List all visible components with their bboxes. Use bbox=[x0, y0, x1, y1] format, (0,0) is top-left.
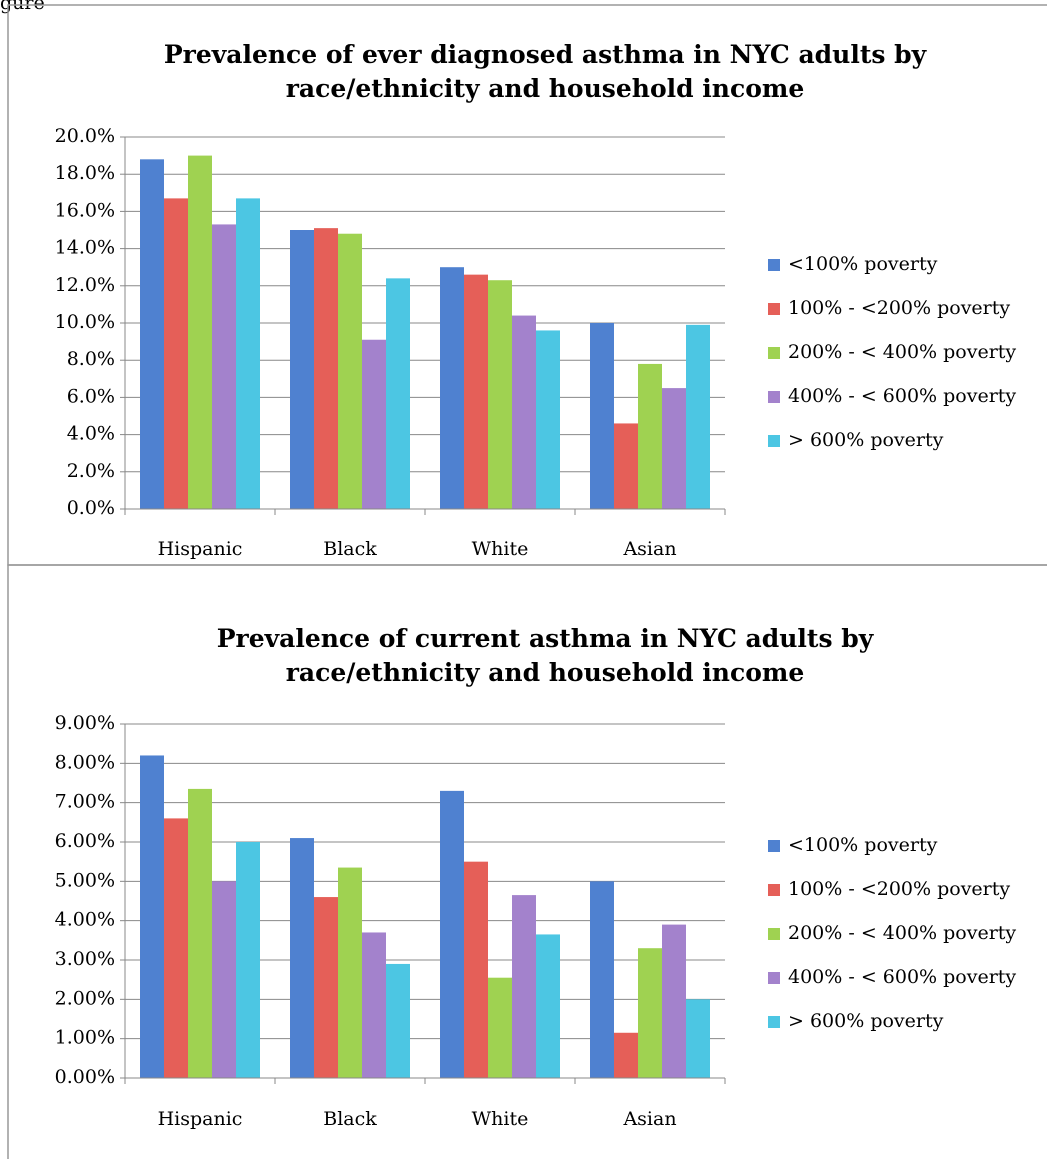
bar bbox=[440, 267, 464, 509]
chart-frame bbox=[7, 564, 1047, 1159]
bar bbox=[290, 838, 314, 1078]
x-tick-label: Black bbox=[323, 538, 377, 560]
y-tick-label: 1.00% bbox=[55, 1027, 115, 1049]
bar bbox=[512, 895, 536, 1078]
legend-label: 100% - <200% poverty bbox=[788, 878, 1010, 900]
x-tick-label: Asian bbox=[622, 538, 676, 560]
bar bbox=[638, 948, 662, 1078]
x-tick-label: Asian bbox=[622, 1108, 676, 1130]
legend-swatch bbox=[768, 347, 780, 359]
bar bbox=[338, 233, 362, 509]
bar bbox=[662, 924, 686, 1078]
bar bbox=[140, 159, 164, 509]
y-tick-label: 6.00% bbox=[55, 830, 115, 852]
bar bbox=[440, 790, 464, 1078]
bar bbox=[638, 363, 662, 509]
bar bbox=[386, 963, 410, 1078]
caption: gure bbox=[0, 0, 45, 14]
bar bbox=[536, 934, 560, 1078]
bar bbox=[686, 324, 710, 509]
bar bbox=[314, 897, 338, 1078]
bar bbox=[464, 274, 488, 509]
y-tick-label: 0.0% bbox=[67, 497, 115, 519]
legend-label: 100% - <200% poverty bbox=[788, 297, 1010, 319]
y-tick-label: 0.00% bbox=[55, 1066, 115, 1088]
y-tick-label: 9.00% bbox=[55, 712, 115, 734]
legend-swatch bbox=[768, 928, 780, 940]
y-tick-label: 2.0% bbox=[67, 460, 115, 482]
legend-swatch bbox=[768, 435, 780, 447]
bar bbox=[614, 1032, 638, 1078]
legend-label: <100% poverty bbox=[788, 834, 938, 856]
y-tick-label: 14.0% bbox=[55, 237, 115, 259]
x-tick-label: White bbox=[472, 538, 529, 560]
legend-label: > 600% poverty bbox=[788, 1010, 944, 1032]
y-tick-label: 12.0% bbox=[55, 274, 115, 296]
legend-swatch bbox=[768, 303, 780, 315]
y-tick-label: 8.0% bbox=[67, 348, 115, 370]
bar bbox=[314, 228, 338, 509]
y-tick-label: 16.0% bbox=[55, 199, 115, 221]
y-tick-label: 4.00% bbox=[55, 909, 115, 931]
legend-swatch bbox=[768, 259, 780, 271]
bar bbox=[536, 330, 560, 509]
y-tick-label: 6.0% bbox=[67, 385, 115, 407]
y-tick-label: 5.00% bbox=[55, 869, 115, 891]
y-tick-label: 3.00% bbox=[55, 948, 115, 970]
bar bbox=[338, 867, 362, 1078]
y-tick-label: 8.00% bbox=[55, 751, 115, 773]
legend-label: > 600% poverty bbox=[788, 429, 944, 451]
bar bbox=[686, 999, 710, 1078]
bar bbox=[290, 230, 314, 509]
bar bbox=[662, 388, 686, 509]
y-tick-label: 10.0% bbox=[55, 311, 115, 333]
legend-label: 400% - < 600% poverty bbox=[788, 966, 1016, 988]
x-tick-label: White bbox=[472, 1108, 529, 1130]
bar bbox=[488, 977, 512, 1078]
bar bbox=[236, 198, 260, 509]
bar bbox=[614, 423, 638, 509]
legend-swatch bbox=[768, 1016, 780, 1028]
legend-label: 200% - < 400% poverty bbox=[788, 922, 1016, 944]
bar bbox=[164, 198, 188, 509]
bar bbox=[212, 224, 236, 510]
x-tick-label: Hispanic bbox=[158, 538, 243, 560]
bar bbox=[362, 932, 386, 1078]
bar bbox=[236, 842, 260, 1078]
legend-label: <100% poverty bbox=[788, 253, 938, 275]
legend-label: 200% - < 400% poverty bbox=[788, 341, 1016, 363]
bar bbox=[590, 881, 614, 1078]
bar bbox=[362, 339, 386, 509]
chart-title: Prevalence of current asthma in NYC adul… bbox=[216, 624, 874, 687]
legend-swatch bbox=[768, 884, 780, 896]
y-tick-label: 18.0% bbox=[55, 162, 115, 184]
y-tick-label: 20.0% bbox=[55, 125, 115, 147]
y-tick-label: 7.00% bbox=[55, 791, 115, 813]
bar bbox=[386, 278, 410, 509]
x-tick-label: Black bbox=[323, 1108, 377, 1130]
x-tick-label: Hispanic bbox=[158, 1108, 243, 1130]
bar bbox=[188, 155, 212, 509]
bar bbox=[590, 323, 614, 509]
bar bbox=[464, 861, 488, 1078]
legend-label: 400% - < 600% poverty bbox=[788, 385, 1016, 407]
bar bbox=[212, 881, 236, 1078]
bar bbox=[512, 315, 536, 509]
y-tick-label: 4.0% bbox=[67, 423, 115, 445]
legend-swatch bbox=[768, 391, 780, 403]
legend-swatch bbox=[768, 972, 780, 984]
bar bbox=[164, 818, 188, 1078]
y-tick-label: 2.00% bbox=[55, 987, 115, 1009]
legend-swatch bbox=[768, 840, 780, 852]
bar bbox=[140, 755, 164, 1078]
bar bbox=[188, 788, 212, 1078]
chart-title: Prevalence of ever diagnosed asthma in N… bbox=[163, 40, 927, 103]
bar bbox=[488, 280, 512, 509]
